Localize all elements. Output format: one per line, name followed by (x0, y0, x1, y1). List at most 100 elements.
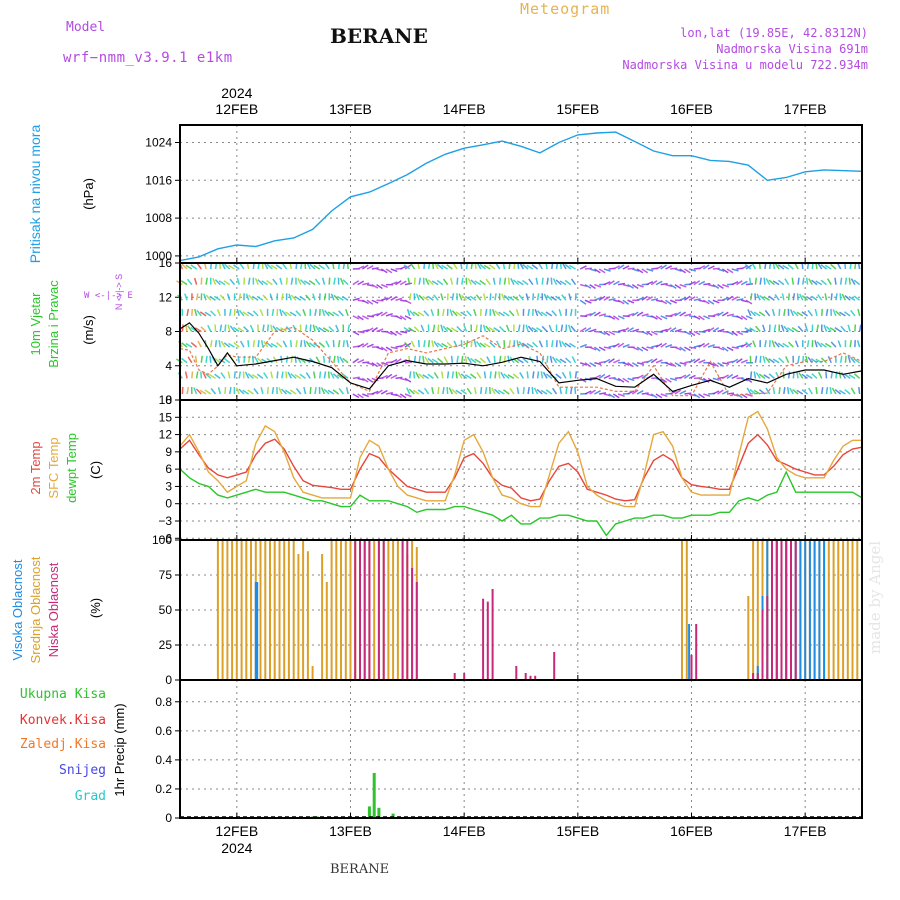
pressure-unit: (hPa) (81, 178, 96, 210)
wind-arrow (436, 279, 444, 286)
wind-arrow (352, 297, 360, 301)
wind-arrow (488, 264, 496, 270)
wind-arrow (858, 324, 862, 332)
wind-arrow (816, 324, 819, 332)
wind-arrow (670, 267, 678, 270)
wind-arrow (190, 264, 198, 270)
wind-arrow (508, 340, 512, 348)
wind-arrow (722, 362, 730, 365)
wind-arrow (399, 343, 407, 348)
wind-arrow (636, 346, 644, 352)
wind-arrow (636, 390, 644, 395)
wind-arrow (395, 315, 403, 320)
wind-arrow (850, 356, 856, 364)
wind-arrow (395, 358, 402, 364)
wind-arrow (220, 340, 226, 348)
wind-arrow (209, 374, 216, 380)
wind-arrow (371, 390, 379, 395)
wind-title-1: 10m Vjetar (28, 292, 43, 356)
wind-arrow (284, 389, 292, 395)
wind-arrow (622, 265, 630, 270)
wind-arrow (655, 265, 663, 270)
y-tick-label: 6 (165, 462, 172, 476)
wind-arrow (352, 393, 360, 399)
wind-arrow (371, 362, 379, 368)
wind-arrow (210, 388, 217, 395)
wind-arrow (797, 325, 804, 332)
wind-arrow (698, 265, 706, 270)
wind-arrow (726, 330, 734, 336)
wind-arrow (815, 280, 823, 286)
wind-arrow (440, 293, 444, 301)
wind-arrow (266, 342, 273, 348)
wind-arrow (759, 294, 766, 301)
wind-arrow (479, 279, 486, 286)
wind-arrow (451, 310, 458, 317)
wind-arrow (543, 293, 548, 301)
wind-arrow (589, 389, 596, 395)
wind-arrow (674, 328, 682, 333)
wind-arrow (361, 315, 369, 320)
wind-arrow (270, 264, 278, 270)
y-tick-label: 100 (152, 533, 172, 547)
wind-arrow (551, 340, 554, 348)
wind-arrow (820, 308, 824, 316)
y-tick-label: 0 (165, 497, 172, 511)
wind-arrow (209, 355, 212, 363)
wind-arrow (608, 280, 615, 286)
wind-arrow (473, 340, 477, 348)
panel-frame-temperature (179, 399, 863, 541)
y-tick-label: −3 (158, 514, 172, 528)
wind-arrow (203, 293, 207, 301)
wind-arrow (574, 293, 577, 301)
wind-arrow (314, 278, 321, 286)
wind-arrow (190, 326, 198, 333)
cloud-unit: (%) (88, 598, 103, 618)
wind-arrow (380, 346, 388, 352)
wind-arrow (456, 277, 459, 285)
wind-arrow (252, 310, 259, 317)
wind-arrow (721, 296, 729, 301)
wind-arrow (679, 268, 687, 274)
wind-arrow (646, 281, 654, 286)
wind-arrow (584, 267, 592, 270)
wind-arrow (361, 377, 369, 383)
wind-arrow (299, 373, 306, 379)
wind-arrow (688, 358, 696, 364)
wind-arrow (551, 310, 558, 317)
wind-arrow (752, 340, 757, 348)
wind-arrow (703, 328, 711, 333)
wind-arrow (627, 283, 634, 289)
wind-arrow (650, 330, 658, 336)
wind-arrow (451, 371, 455, 379)
wind-arrow (540, 389, 548, 395)
wind-arrow (669, 377, 678, 382)
wind-arrow (555, 295, 562, 301)
wind-arrow (646, 330, 653, 337)
wind-arrow (740, 315, 748, 321)
wind-arrow (541, 325, 548, 333)
wind-arrow (465, 340, 469, 348)
wind-arrow (839, 355, 843, 363)
wind-arrow (580, 315, 588, 318)
wind-arrow (849, 340, 853, 348)
wind-arrow (848, 295, 856, 301)
wind-arrow (295, 310, 302, 317)
wind-arrow (473, 308, 477, 317)
wind-arrow (361, 264, 369, 270)
wind-arrow (408, 371, 412, 379)
wind-arrow (228, 308, 232, 317)
wind-arrow (242, 311, 250, 317)
wind-arrow (458, 293, 463, 301)
y-tick-label: −6 (158, 531, 172, 545)
wind-arrow (555, 357, 562, 364)
wind-arrow (229, 325, 236, 332)
wind-arrow (399, 280, 407, 286)
wind-arrow (584, 283, 592, 289)
wind-arrow (838, 371, 842, 379)
wind-arrow (260, 340, 264, 348)
wind-arrow (466, 387, 472, 395)
wind-arrow (503, 389, 510, 395)
wind-arrow (848, 374, 856, 380)
wind-arrow (755, 325, 761, 332)
